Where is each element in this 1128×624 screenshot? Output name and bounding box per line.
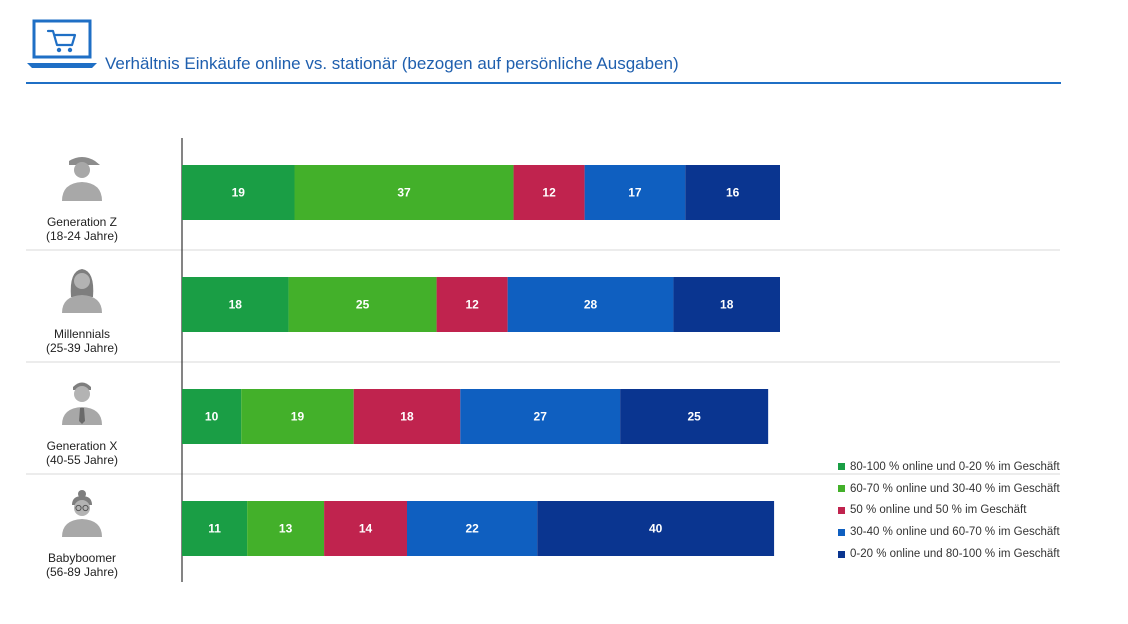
legend-swatch: [838, 485, 845, 493]
bar-segment: [673, 277, 780, 332]
data-label: 19: [291, 410, 305, 424]
bar-segment: [182, 277, 289, 332]
data-label: 37: [397, 186, 411, 200]
category-age-range: (25-39 Jahre): [45, 341, 119, 355]
bar-segment: [182, 389, 242, 444]
bar-segment: [353, 389, 461, 444]
category-age-range: (56-89 Jahre): [45, 565, 119, 579]
legend: 80-100 % online und 0-20 % im Geschäft 60…: [838, 456, 1060, 565]
legend-swatch: [838, 506, 845, 514]
legend-item: 80-100 % online und 0-20 % im Geschäft: [838, 456, 1060, 478]
data-label: 25: [687, 410, 701, 424]
chart-title: Verhältnis Einkäufe online vs. stationär…: [105, 54, 679, 73]
legend-item: 30-40 % online und 60-70 % im Geschäft: [838, 521, 1060, 543]
bar-segment: [513, 165, 585, 220]
legend-swatch: [838, 528, 845, 536]
data-label: 18: [720, 298, 734, 312]
legend-label: 50 % online und 50 % im Geschäft: [850, 504, 1027, 517]
bar-segment: [288, 277, 437, 332]
legend-item: 50 % online und 50 % im Geschäft: [838, 500, 1060, 522]
category-label: Generation Z (18-24 Jahre): [7, 215, 157, 243]
category-name: Millennials: [53, 327, 111, 341]
bar-segment: [507, 277, 674, 332]
category-label: Millennials (25-39 Jahre): [7, 327, 157, 355]
data-label: 18: [400, 410, 414, 424]
person-bun-glasses-icon: [62, 490, 102, 537]
legend-label: 0-20 % online und 80-100 % im Geschäft: [850, 548, 1060, 561]
category-age-range: (40-55 Jahre): [45, 453, 119, 467]
data-label: 25: [356, 298, 370, 312]
data-label: 16: [726, 186, 740, 200]
bar-segment: [460, 389, 621, 444]
legend-swatch: [838, 463, 845, 471]
legend-label: 60-70 % online und 30-40 % im Geschäft: [850, 482, 1060, 495]
data-label: 28: [584, 298, 598, 312]
category-label: Generation X (40-55 Jahre): [7, 439, 157, 467]
category-name: Generation X: [46, 439, 118, 453]
title-divider: [26, 82, 1061, 84]
data-label: 10: [205, 410, 219, 424]
data-label: 11: [208, 522, 221, 536]
bar-segment: [182, 165, 295, 220]
category-label: Babyboomer (56-89 Jahre): [7, 551, 157, 579]
bar-segment: [685, 165, 780, 220]
bar-segment: [294, 165, 514, 220]
bar-segment: [247, 501, 325, 556]
data-label: 27: [534, 410, 548, 424]
laptop-shopping-cart-icon: [27, 19, 97, 68]
person-cap-icon: [62, 157, 102, 201]
bar-segment: [436, 277, 508, 332]
bar-segment: [406, 501, 538, 556]
legend-item: 60-70 % online und 30-40 % im Geschäft: [838, 478, 1060, 500]
legend-label: 30-40 % online und 60-70 % im Geschäft: [850, 526, 1060, 539]
bar-segment: [584, 165, 686, 220]
person-tie-icon: [62, 382, 102, 425]
bar-segment: [620, 389, 769, 444]
bar-segment: [241, 389, 354, 444]
legend-item: 0-20 % online und 80-100 % im Geschäft: [838, 543, 1060, 565]
data-label: 12: [542, 186, 556, 200]
bar-segment: [324, 501, 407, 556]
category-name: Generation Z: [46, 215, 118, 229]
bar-segment: [537, 501, 775, 556]
data-label: 18: [229, 298, 243, 312]
data-label: 14: [359, 522, 373, 536]
data-label: 22: [465, 522, 479, 536]
data-label: 40: [649, 522, 663, 536]
category-name: Babyboomer: [47, 551, 117, 565]
category-age-range: (18-24 Jahre): [45, 229, 119, 243]
person-long-hair-icon: [62, 269, 102, 313]
legend-swatch: [838, 550, 845, 558]
legend-label: 80-100 % online und 0-20 % im Geschäft: [850, 460, 1060, 473]
data-label: 19: [232, 186, 246, 200]
bar-segment: [182, 501, 248, 556]
data-label: 13: [279, 522, 293, 536]
data-label: 17: [628, 186, 642, 200]
data-label: 12: [465, 298, 479, 312]
